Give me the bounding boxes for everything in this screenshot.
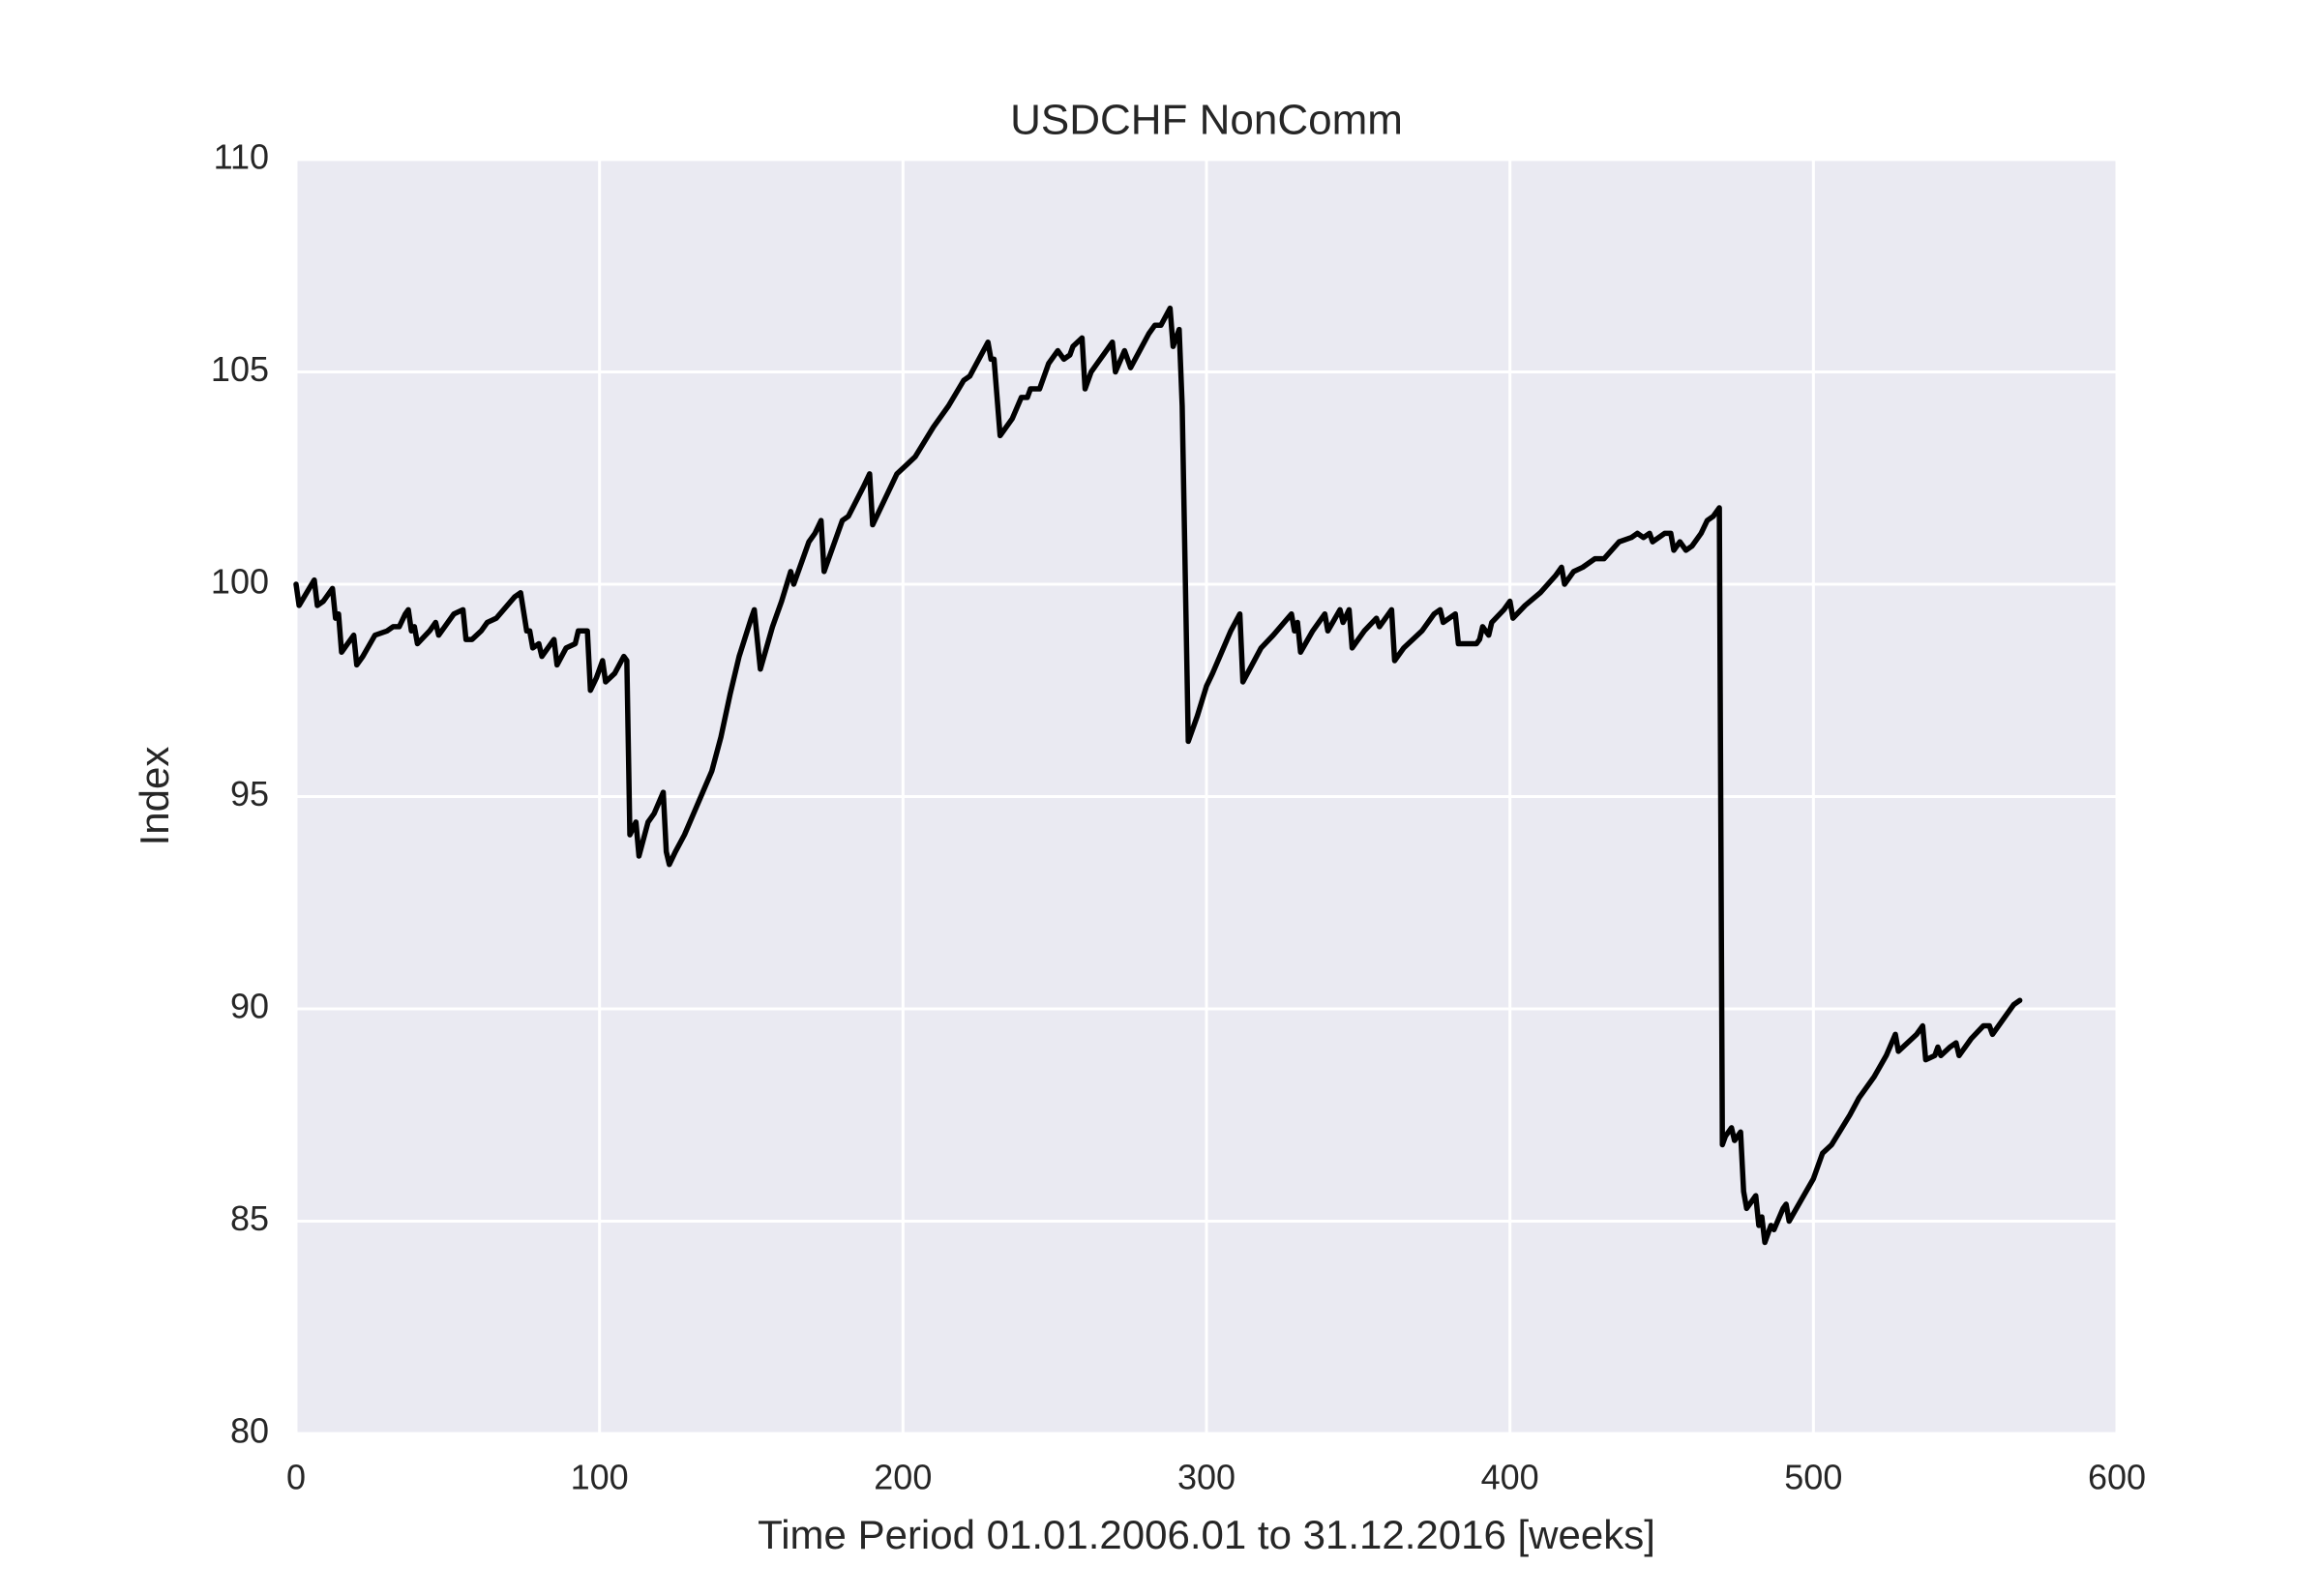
y-tick-label: 95 [230,774,269,813]
y-tick-label: 85 [230,1198,269,1238]
x-tick-label: 600 [2088,1458,2146,1497]
x-tick-label: 100 [571,1458,629,1497]
x-axis-label: Time Period 01.01.2006.01 to 31.12.2016 … [758,1512,1655,1557]
x-tick-label: 300 [1177,1458,1235,1497]
y-tick-label: 100 [211,562,269,602]
data-line [293,305,2023,1246]
x-tick-label: 500 [1784,1458,1842,1497]
x-tick-label: 200 [874,1458,932,1497]
chart-title: USDCHF NonComm [1010,97,1403,144]
y-tick-label: 110 [214,137,269,177]
y-tick-label: 80 [230,1411,269,1451]
grid [294,158,2119,1435]
x-tick-label: 0 [286,1458,306,1497]
y-tick-label: 105 [211,349,269,389]
y-tick-label: 90 [230,987,269,1026]
y-axis-label: Index [132,747,177,846]
marks [293,305,2023,1246]
x-tick-label: 400 [1481,1458,1539,1497]
